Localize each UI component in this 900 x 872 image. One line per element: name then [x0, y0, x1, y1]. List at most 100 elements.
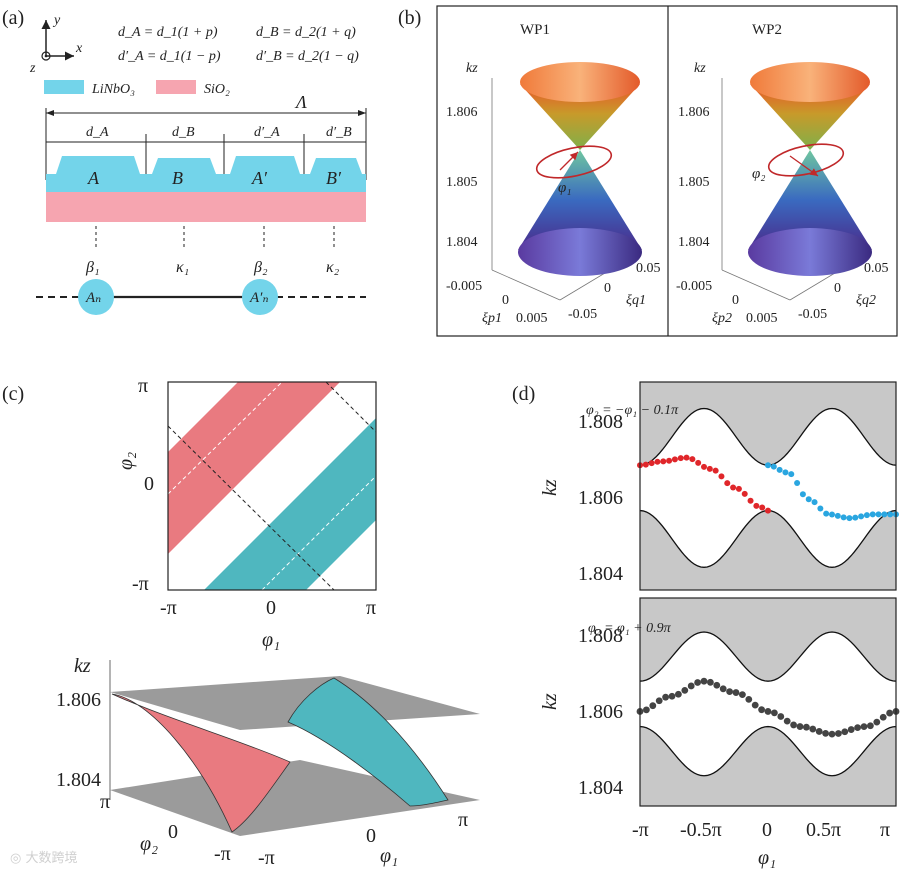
edge-state-point — [788, 471, 795, 478]
panel-d-label: (d) — [512, 383, 535, 405]
edge-state-point — [694, 679, 701, 686]
edge-state-point — [666, 457, 673, 464]
phase-y-tick-negpi: -π — [132, 573, 149, 595]
wp2-xiq-tick-zero: 0 — [834, 281, 841, 296]
edge-state-chart-bottom — [636, 597, 900, 807]
lower-gray-plane — [110, 760, 480, 836]
surface-phi2-tick-pi: π — [100, 791, 110, 813]
x-tick-0: 0 — [762, 819, 772, 841]
wg-label-a-prime: A′ — [251, 168, 268, 188]
edge-state-point — [873, 718, 881, 726]
wp2-xip-tick-pos: 0.005 — [746, 311, 778, 326]
edge-state-point — [741, 490, 748, 497]
edge-state-point — [683, 454, 690, 461]
wp1-upper-cone — [520, 84, 640, 150]
wp2-loop — [767, 143, 845, 177]
legend-linbo3-swatch — [44, 80, 84, 94]
panel-a-label: (a) — [2, 7, 24, 29]
edge-state-point — [777, 713, 785, 720]
edge-state-point — [747, 497, 754, 504]
edge-state-point — [718, 473, 725, 480]
panel-c: (c) π 0 -π -π 0 π φ₁ φ₂ — [2, 375, 480, 869]
axis-x-label: x — [75, 41, 83, 56]
top-y-tick-1806: 1.806 — [578, 487, 623, 509]
phase-region-teal — [204, 418, 376, 590]
node-an-prime — [242, 279, 278, 315]
bottom-y-tick-1808: 1.808 — [578, 625, 623, 647]
wp2-xiq-tick-neg: -0.05 — [798, 307, 827, 322]
wp1-xiq-tick-pos: 0.05 — [636, 261, 661, 276]
edge-state-point — [689, 456, 696, 463]
wp1-upper-cap — [520, 62, 640, 102]
eq-db-prime: d′_B = d_2(1 − q) — [256, 49, 359, 64]
surface-phi1-label: φ₁ — [380, 845, 398, 867]
edge-state-point — [875, 511, 882, 518]
node-an — [78, 279, 114, 315]
edge-state-point — [834, 512, 841, 519]
bottom-ylabel: kz — [539, 693, 561, 710]
edge-state-point — [700, 677, 708, 685]
chart-top-gap — [640, 408, 896, 568]
panel-b-label: (b) — [398, 7, 421, 29]
wp2-xip-label: ξp2 — [712, 311, 732, 326]
phase-y-tick-0: 0 — [144, 473, 154, 495]
edge-state-point — [869, 511, 876, 518]
edge-state-point — [759, 504, 766, 511]
edge-state-point — [730, 484, 737, 491]
x-tick-pi: π — [880, 819, 890, 841]
wp1-lower-cap — [518, 228, 642, 276]
wp2-lower-cone — [748, 150, 872, 250]
axis-z-label: z — [29, 61, 36, 76]
x-tick-halfpi: 0.5π — [806, 819, 841, 841]
wp1-z-tick-1806: 1.806 — [446, 105, 478, 120]
wp2-xiq-tick-pos: 0.05 — [864, 261, 889, 276]
wp1-phi-label: φ₁ — [558, 180, 572, 196]
top-y-tick-1804: 1.804 — [578, 563, 623, 585]
phase-y-tick-pi: π — [138, 375, 148, 397]
coupling-beta2: β₂ — [253, 259, 268, 276]
chart-bottom-lower-edge — [639, 725, 897, 777]
watermark: ◎ 大数跨境 — [10, 851, 77, 866]
axis-y-label: y — [52, 13, 61, 28]
edge-state-point — [751, 701, 759, 709]
phase-x-tick-0: 0 — [266, 597, 276, 619]
wp2-z-tick-1805: 1.805 — [678, 175, 710, 190]
edge-state-point — [642, 461, 649, 468]
wp2-xip-tick-neg: -0.005 — [676, 279, 712, 294]
node-label-an: Aₙ — [85, 290, 101, 306]
red-surface — [111, 693, 291, 833]
edge-state-point — [828, 730, 836, 738]
surface-z-tick-1804: 1.804 — [56, 769, 101, 791]
seg-label-da-prime: d′_A — [254, 125, 280, 140]
wp2-lower-cap — [748, 228, 872, 276]
edge-state-point — [794, 480, 801, 487]
surface-z-tick-1806: 1.806 — [56, 689, 101, 711]
edge-state-point — [765, 462, 771, 469]
surface-phi1-tick-0: 0 — [366, 825, 376, 847]
edge-state-point — [770, 463, 777, 470]
edge-state-point — [881, 511, 888, 518]
wp1-plot: WP1 φ₁ kz 1.806 1.805 1.804 -0.005 0 0.0… — [446, 22, 661, 326]
edge-state-point — [846, 515, 853, 522]
period-label: Λ — [294, 92, 307, 112]
edge-state-point — [719, 685, 727, 693]
edge-state-point — [783, 717, 791, 725]
edge-state-point — [860, 723, 868, 731]
surface-kz-label: kz — [74, 655, 91, 677]
edge-state-point — [887, 511, 894, 518]
edge-state-point — [863, 512, 870, 519]
edge-state-point — [735, 485, 742, 492]
wp1-xip-label: ξp1 — [482, 311, 502, 326]
edge-state-point — [648, 460, 655, 467]
edge-state-point — [815, 728, 823, 735]
eq-da-prime: d′_A = d_1(1 − p) — [118, 49, 221, 64]
edge-state-point — [879, 713, 887, 721]
edge-state-point — [835, 730, 842, 737]
edge-state-point — [796, 723, 804, 730]
edge-state-point — [840, 514, 847, 521]
edge-state-point — [753, 502, 760, 509]
legend-sio2-label: SiO₂ — [204, 82, 230, 97]
edge-state-chart-top — [637, 381, 899, 591]
edge-state-point — [713, 681, 721, 689]
